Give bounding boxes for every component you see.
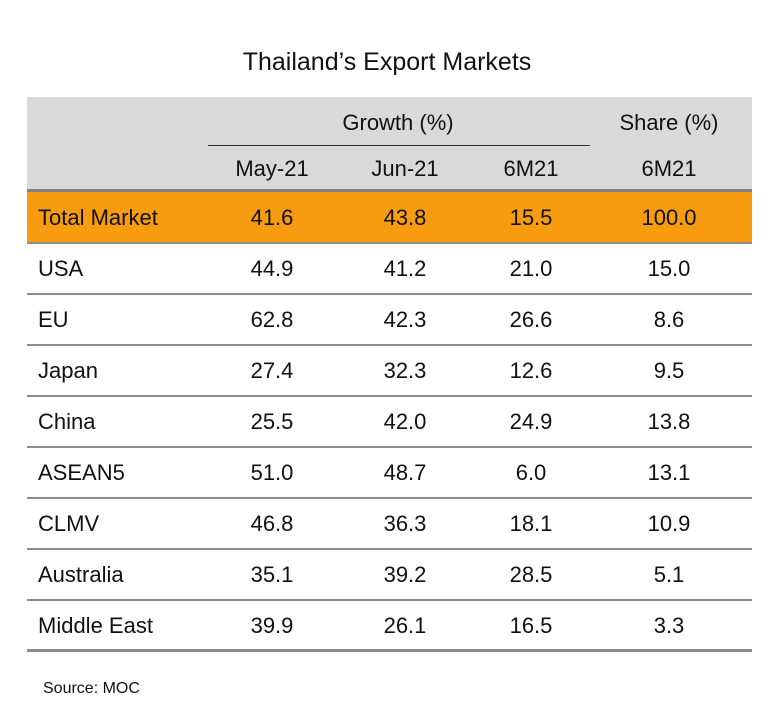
row-rule [27,599,752,601]
cell: 32.3 [383,358,427,383]
cell: 12.6 [509,358,553,383]
cell: 9.5 [653,358,685,383]
cell: 6.0 [515,460,547,485]
rule [27,189,752,192]
cell: 46.8 [250,511,294,536]
row-label: Japan [38,358,98,383]
row-label: Middle East [38,613,153,638]
cell: 15.5 [509,205,553,230]
cell: 39.9 [250,613,294,638]
row-label: CLMV [38,511,100,536]
cell: 43.8 [383,205,427,230]
cell: 27.4 [250,358,294,383]
row-rule [27,548,752,550]
group-underline [208,145,590,146]
cell: 3.3 [653,613,685,638]
row-rule [27,497,752,499]
cell: 5.1 [653,562,685,587]
cell: 42.3 [383,307,427,332]
header-bg [27,97,752,190]
row-label: USA [38,256,84,281]
column-header: 6M21 [503,156,559,181]
cell: 26.6 [509,307,553,332]
cell: 8.6 [653,307,685,332]
cell: 28.5 [509,562,553,587]
row-label: ASEAN5 [38,460,125,485]
cell: 41.6 [250,205,294,230]
group-header: Growth (%) [342,110,454,135]
cell: 100.0 [641,205,697,230]
row-rule [27,446,752,448]
cell: 51.0 [250,460,294,485]
row-rule [27,293,752,295]
row-rule [27,395,752,397]
cell: 26.1 [383,613,427,638]
row-label: Total Market [38,205,158,230]
highlight-row [27,192,752,242]
cell: 13.8 [647,409,691,434]
cell: 39.2 [383,562,427,587]
column-header: Jun-21 [371,156,439,181]
cell: 36.3 [383,511,427,536]
cell: 42.0 [383,409,427,434]
cell: 62.8 [250,307,294,332]
cell: 21.0 [509,256,553,281]
cell: 44.9 [250,256,294,281]
column-header: May-21 [235,156,309,181]
cell: 15.0 [647,256,691,281]
row-rule [27,242,752,244]
row-label: EU [38,307,69,332]
cell: 16.5 [509,613,553,638]
group-header: Share (%) [619,110,719,135]
cell: 41.2 [383,256,427,281]
cell: 10.9 [647,511,691,536]
title: Thailand’s Export Markets [242,48,532,76]
column-header: 6M21 [641,156,697,181]
source: Source: MOC [43,680,140,697]
cell: 25.5 [250,409,294,434]
cell: 35.1 [250,562,294,587]
row-rule [27,344,752,346]
cell: 24.9 [509,409,553,434]
row-rule [27,649,752,652]
cell: 18.1 [509,511,553,536]
cell: 13.1 [647,460,691,485]
row-label: Australia [38,562,124,587]
cell: 48.7 [383,460,427,485]
row-label: China [38,409,96,434]
